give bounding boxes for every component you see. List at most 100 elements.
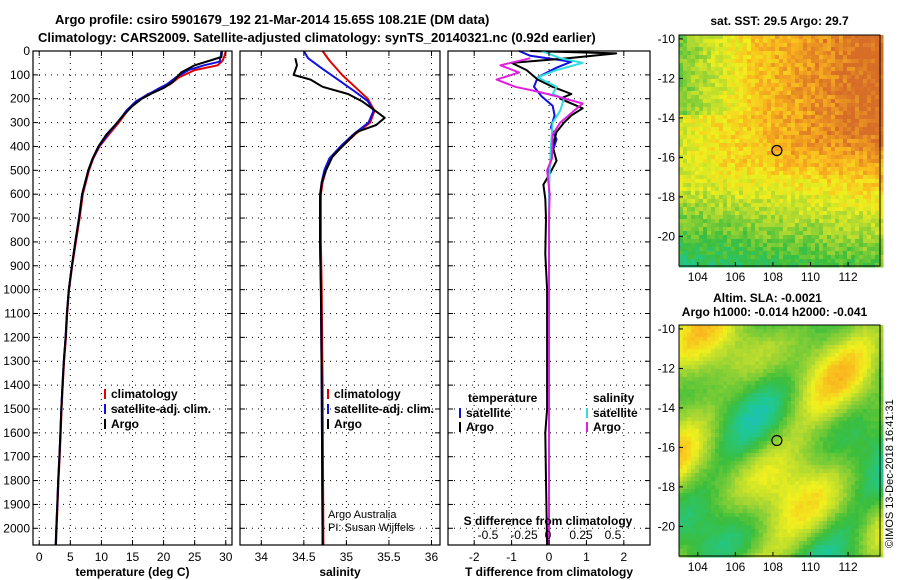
sla_map-cell	[699, 425, 704, 430]
sla_map-cell	[807, 369, 812, 374]
sst_map-cell	[787, 143, 792, 148]
sst_map-cell	[847, 107, 852, 112]
sst_map-cell	[867, 247, 872, 252]
sst_map-cell	[763, 39, 768, 44]
sst_map-cell	[815, 191, 820, 196]
sst_map-cell	[855, 255, 860, 260]
sla_map-cell	[819, 333, 824, 338]
sst_map-cell	[699, 151, 704, 156]
sst_map-cell	[839, 251, 844, 256]
sst_map-cell	[831, 191, 836, 196]
sst_map-cell	[727, 179, 732, 184]
sst_map-cell	[711, 175, 716, 180]
sla_map-cell	[759, 445, 764, 450]
sst_map-cell	[879, 87, 884, 92]
sla_map-cell	[875, 353, 880, 358]
sla_map-cell	[687, 397, 692, 402]
sst_map-cell	[747, 171, 752, 176]
sst_map-cell	[727, 235, 732, 240]
sst_map-cell	[699, 103, 704, 108]
sst_map-cell	[867, 155, 872, 160]
sst_map-cell	[871, 239, 876, 244]
sla_map-cell	[831, 441, 836, 446]
sst_map-cell	[699, 55, 704, 60]
sst_map-cell	[811, 227, 816, 232]
sst_map-cell	[719, 79, 724, 84]
sst_map-cell	[735, 99, 740, 104]
sst_map-cell	[735, 247, 740, 252]
sst_map-cell	[811, 251, 816, 256]
sst_map-cell	[699, 227, 704, 232]
sla_map-cell	[703, 421, 708, 426]
sst_map-cell	[679, 103, 684, 108]
sst_map-cell	[803, 195, 808, 200]
sla_map-cell	[723, 381, 728, 386]
sla_map-cell	[715, 397, 720, 402]
sla_map-cell	[719, 349, 724, 354]
sla_map-cell	[747, 369, 752, 374]
pressure-tick-label: 1400	[3, 378, 30, 392]
sst_map-cell	[787, 131, 792, 136]
sla_map-cell	[715, 369, 720, 374]
pressure-tick-label: 600	[10, 187, 30, 201]
sst_map-cell	[771, 159, 776, 164]
sst_map-cell	[731, 95, 736, 100]
sst_map-cell	[879, 151, 884, 156]
temperature-xtick-label: 20	[157, 550, 171, 564]
sst_map-cell	[739, 195, 744, 200]
sla_map-cell	[815, 453, 820, 458]
sst_map-cell	[775, 35, 780, 40]
sla_map-cell	[711, 389, 716, 394]
sst_map-cell	[871, 107, 876, 112]
sla_map-cell	[803, 413, 808, 418]
sla_map-cell	[863, 401, 868, 406]
sst_map-cell	[683, 135, 688, 140]
sst_map-cell	[763, 187, 768, 192]
sla_map-cell	[851, 385, 856, 390]
sst_map-cell	[751, 255, 756, 260]
sst_map-cell	[851, 91, 856, 96]
pressure-tick-label: 1600	[3, 426, 30, 440]
sst_map-cell	[819, 195, 824, 200]
sst_map-cell	[811, 219, 816, 224]
sst_map-cell	[851, 95, 856, 100]
sst_map-cell	[835, 199, 840, 204]
sst_map-cell	[803, 231, 808, 236]
sst_map-cell	[787, 215, 792, 220]
sst_map-cell	[863, 183, 868, 188]
sst_map-cell	[699, 163, 704, 168]
sst_map-cell	[819, 143, 824, 148]
sst_map-cell	[859, 115, 864, 120]
sst_map-cell	[687, 235, 692, 240]
sst_map-cell	[823, 63, 828, 68]
sla_map-cell	[867, 413, 872, 418]
sst_map-cell	[815, 87, 820, 92]
sst_map-cell	[771, 163, 776, 168]
sst_map-cell	[875, 211, 880, 216]
sla_map-cell	[747, 401, 752, 406]
sst_map-cell	[695, 135, 700, 140]
sst_map-cell	[835, 127, 840, 132]
sst_map-cell	[855, 103, 860, 108]
sla_map-cell	[747, 357, 752, 362]
sst_map-cell	[771, 79, 776, 84]
sla_map-cell	[863, 421, 868, 426]
sla_map-cell	[735, 325, 740, 330]
sla_map-cell	[739, 429, 744, 434]
sla_map-cell	[683, 365, 688, 370]
pressure-tick-label: 1000	[3, 283, 30, 297]
sla_map-cell	[739, 373, 744, 378]
sla_map-cell	[727, 385, 732, 390]
sst_map-cell	[743, 115, 748, 120]
sla_map-cell	[823, 349, 828, 354]
sla_map-cell	[767, 345, 772, 350]
sla_map-cell	[711, 369, 716, 374]
sst_map-cell	[695, 91, 700, 96]
sla_map-cell	[767, 381, 772, 386]
sla_map-cell	[847, 413, 852, 418]
sla_map-cell	[711, 337, 716, 342]
sst_map-cell	[751, 183, 756, 188]
sst_map-cell	[751, 163, 756, 168]
sla_map-cell	[827, 381, 832, 386]
sla_map-cell	[815, 433, 820, 438]
